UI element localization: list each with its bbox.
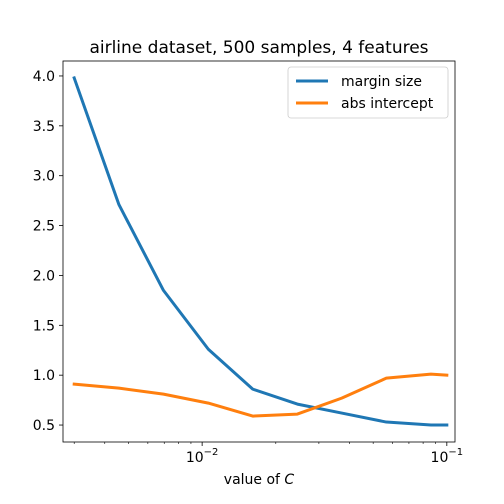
legend-label-0: margin size [341, 74, 422, 90]
x-tick-label: 10−2 [186, 447, 219, 466]
x-axis: 10−2 10−1 [73, 442, 464, 466]
x-axis-label-variable: C [284, 472, 294, 488]
x-axis-label: value of C [224, 472, 295, 488]
legend: margin size abs intercept [287, 66, 449, 119]
x-tick-label: 10−1 [431, 447, 464, 466]
x-axis-label-prefix: value of [224, 472, 285, 488]
y-tick-label: 4.0 [33, 69, 55, 85]
series-line-1 [72, 372, 449, 418]
y-tick-label: 1.0 [33, 368, 55, 384]
y-axis: 0.5 1.0 1.5 2.0 2.5 3.0 3.5 4.0 [33, 69, 63, 434]
series-line-0 [72, 76, 449, 427]
y-tick-label: 3.5 [33, 119, 55, 135]
chart-title: airline dataset, 500 samples, 4 features [89, 38, 428, 58]
y-tick-label: 0.5 [33, 418, 55, 434]
y-tick-label: 1.5 [33, 318, 55, 334]
legend-label-1: abs intercept [341, 96, 434, 112]
y-tick-label: 3.0 [33, 169, 55, 185]
y-tick-label: 2.5 [33, 219, 55, 235]
series-layer [72, 76, 449, 427]
y-tick-label: 2.0 [33, 268, 55, 284]
plot-frame [62, 60, 456, 443]
